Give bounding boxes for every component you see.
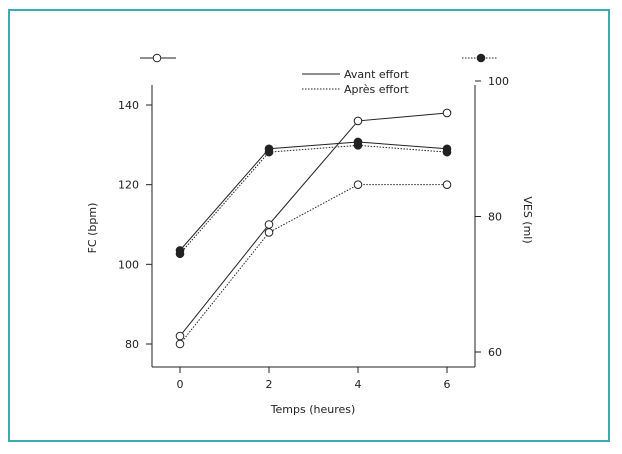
data-point-3	[264, 147, 274, 157]
series-line-3	[179, 144, 448, 255]
data-point-0	[442, 108, 452, 118]
y-right-tick-label: 60	[488, 346, 502, 359]
series-line-1	[179, 184, 447, 345]
legend-label-avant: Avant effort	[344, 68, 410, 81]
data-point-0	[353, 116, 363, 126]
data-point-0	[175, 331, 185, 341]
x-tick-label: 0	[177, 378, 184, 391]
data-point-1	[353, 180, 363, 189]
legend: Avant effort Après effort	[302, 68, 410, 96]
x-tick-label: 4	[355, 378, 362, 391]
data-point-1	[442, 180, 452, 189]
filled-marker-key	[462, 53, 498, 63]
y-right-tick-label: 100	[488, 75, 509, 88]
legend-label-apres: Après effort	[344, 83, 409, 96]
x-axis-label: Temps (heures)	[270, 403, 356, 416]
data-point-1	[175, 339, 185, 349]
y-axis-right-label: VES (ml)	[521, 196, 534, 243]
y-left-tick-label: 140	[118, 99, 139, 112]
y-right-tick-label: 80	[488, 211, 502, 224]
data-point-1	[264, 228, 274, 237]
chart-frame	[8, 9, 610, 442]
data-point-0	[264, 220, 274, 229]
data-point-3	[353, 141, 363, 150]
y-axis-left-label: FC (bpm)	[86, 203, 99, 254]
series-line-2	[179, 141, 448, 251]
data-point-3	[442, 147, 452, 157]
y-left-tick-label: 100	[118, 258, 139, 271]
series-line-0	[179, 112, 448, 337]
data-point-3	[175, 249, 185, 259]
open-marker-key	[140, 53, 176, 63]
y-left-tick-label: 120	[118, 179, 139, 192]
x-tick-label: 6	[444, 378, 451, 391]
y-left-tick-label: 80	[125, 338, 139, 351]
x-tick-label: 2	[266, 378, 273, 391]
